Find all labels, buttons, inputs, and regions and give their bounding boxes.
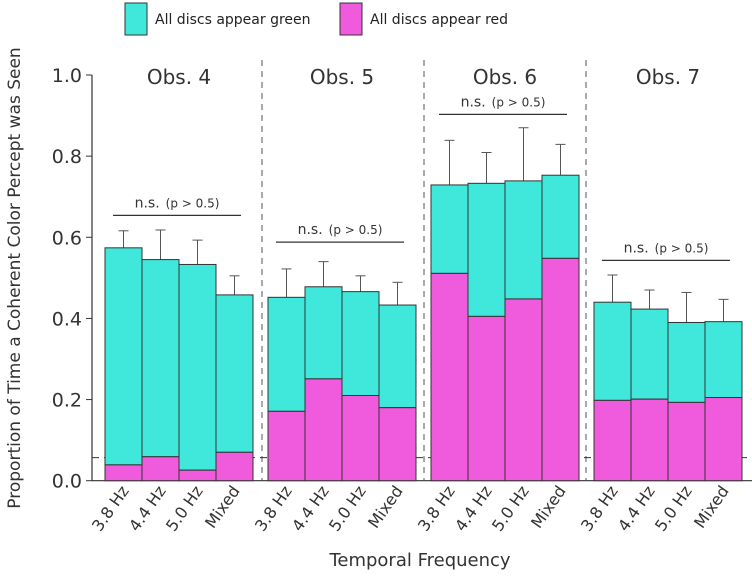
bar-red [704, 397, 743, 482]
significance-label: n.s. (p > 0.5) [298, 222, 383, 238]
bar-red [504, 298, 543, 482]
bar-red [630, 398, 669, 482]
x-tick-label: 5.0 Hz [488, 482, 533, 535]
bar-red [467, 315, 506, 482]
significance-p: (p > 0.5) [166, 196, 220, 210]
x-tick-label: Mixed [690, 482, 733, 532]
significance-ns: n.s. [298, 222, 323, 238]
bar-green [104, 247, 143, 466]
x-tick-label: 4.4 Hz [125, 482, 170, 535]
bar-red [304, 378, 343, 482]
x-tick-label: 3.8 Hz [414, 482, 459, 535]
bar-green [667, 321, 706, 403]
group-title: Obs. 4 [147, 65, 211, 89]
significance-p: (p > 0.5) [329, 223, 383, 237]
bar-green [378, 304, 417, 409]
x-tick-label: 5.0 Hz [325, 482, 370, 535]
y-tick-label: 1.0 [52, 65, 82, 87]
bar-green [541, 174, 580, 259]
bar-red [593, 399, 632, 482]
bar-green [630, 308, 669, 400]
x-tick-label: 5.0 Hz [162, 482, 207, 535]
x-tick-label: 4.4 Hz [288, 482, 333, 535]
x-tick-label: Mixed [364, 482, 407, 532]
y-tick-label: 0.8 [52, 146, 82, 168]
bar-red [104, 464, 143, 482]
x-axis-label: Temporal Frequency [328, 550, 510, 571]
y-tick-label: 0.6 [52, 227, 82, 249]
bar-green [178, 263, 217, 471]
bar-green [504, 180, 543, 300]
bar-green [593, 301, 632, 401]
bar-green [704, 321, 743, 399]
bar-green [141, 259, 180, 458]
group-title: Obs. 7 [636, 65, 700, 89]
y-tick-label: 0.4 [52, 308, 82, 330]
x-tick-label: 3.8 Hz [251, 482, 296, 535]
x-tick-label: 5.0 Hz [651, 482, 696, 535]
x-tick-label: 3.8 Hz [88, 482, 133, 535]
bar-green [467, 182, 506, 317]
significance-p: (p > 0.5) [492, 95, 546, 109]
significance-label: n.s. (p > 0.5) [135, 195, 220, 211]
bar-red [430, 272, 469, 482]
bar-green [267, 296, 306, 412]
bar-red [667, 401, 706, 482]
y-tick-label: 0.2 [52, 390, 82, 412]
legend-label: All discs appear green [155, 12, 311, 28]
bar-green [430, 184, 469, 274]
x-tick-label: 4.4 Hz [451, 482, 496, 535]
group-title: Obs. 6 [473, 65, 537, 89]
x-tick-label: 4.4 Hz [614, 482, 659, 535]
bar-red [267, 410, 306, 482]
x-tick-label: Mixed [527, 482, 570, 532]
significance-ns: n.s. [135, 195, 160, 211]
significance-p: (p > 0.5) [655, 241, 709, 255]
significance-label: n.s. (p > 0.5) [624, 240, 709, 256]
significance-ns: n.s. [624, 240, 649, 256]
legend-swatch [124, 2, 148, 36]
bar-green [215, 294, 254, 453]
y-axis-label: Proportion of Time a Coherent Color Perc… [5, 47, 25, 508]
x-tick-label: 3.8 Hz [577, 482, 622, 535]
bar-green [304, 286, 343, 380]
x-tick-label: Mixed [201, 482, 244, 532]
group-title: Obs. 5 [310, 65, 374, 89]
bar-red [378, 407, 417, 482]
bar-red [341, 395, 380, 482]
bar-red [541, 257, 580, 482]
significance-ns: n.s. [461, 94, 486, 110]
bar-red [141, 456, 180, 482]
bar-red [178, 469, 217, 482]
significance-label: n.s. (p > 0.5) [461, 94, 546, 110]
legend-label: All discs appear red [370, 12, 508, 28]
bar-green [341, 291, 380, 397]
bar-red [215, 451, 254, 482]
y-tick-label: 0.0 [52, 471, 82, 493]
legend: All discs appear green All discs appear r… [124, 2, 508, 36]
legend-swatch [339, 2, 363, 36]
